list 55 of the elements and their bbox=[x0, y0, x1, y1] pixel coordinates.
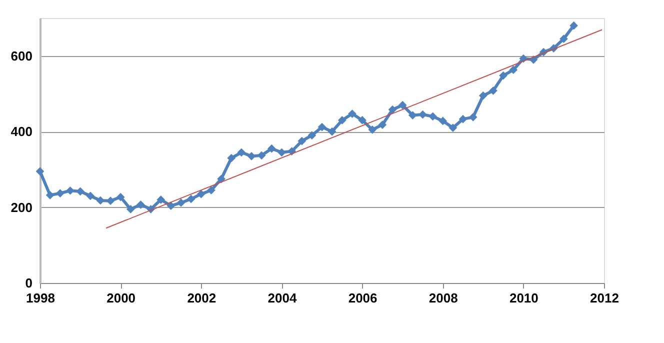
point bbox=[278, 148, 286, 157]
point bbox=[86, 192, 95, 200]
point bbox=[46, 190, 54, 200]
point bbox=[499, 71, 508, 80]
point bbox=[227, 154, 236, 162]
point bbox=[156, 196, 166, 204]
point bbox=[448, 124, 458, 132]
point bbox=[207, 186, 216, 194]
x-tick-label: 2000 bbox=[106, 290, 136, 306]
point bbox=[338, 116, 346, 124]
x-tick-label: 2002 bbox=[187, 290, 216, 306]
point bbox=[418, 110, 427, 119]
point bbox=[560, 34, 568, 44]
point bbox=[217, 174, 226, 184]
point bbox=[358, 116, 366, 124]
point bbox=[36, 167, 44, 176]
x-tick-label: 2010 bbox=[509, 290, 538, 306]
point bbox=[478, 91, 488, 100]
point bbox=[378, 120, 387, 129]
point bbox=[196, 190, 206, 198]
point bbox=[237, 148, 246, 157]
y-tick-label: 0 bbox=[25, 276, 32, 290]
x-tick-label: 2008 bbox=[428, 290, 458, 306]
y-tick-label: 200 bbox=[10, 200, 32, 215]
x-tick-label: 1998 bbox=[26, 290, 55, 306]
point bbox=[186, 194, 196, 204]
point bbox=[509, 66, 518, 74]
point bbox=[458, 114, 468, 124]
point bbox=[468, 113, 478, 122]
point bbox=[348, 110, 356, 118]
point bbox=[56, 189, 64, 198]
point bbox=[126, 204, 135, 214]
x-tick-label: 2012 bbox=[590, 290, 619, 306]
point bbox=[166, 202, 176, 210]
point bbox=[570, 21, 578, 30]
y-tick-label: 400 bbox=[10, 124, 32, 140]
y-tick-label: 600 bbox=[10, 48, 32, 64]
point bbox=[66, 186, 74, 195]
point bbox=[328, 127, 336, 136]
point bbox=[318, 122, 326, 132]
point bbox=[116, 192, 125, 202]
point bbox=[489, 86, 498, 95]
point bbox=[308, 131, 316, 140]
point bbox=[298, 136, 306, 146]
point bbox=[398, 100, 407, 110]
x-tick-label: 2004 bbox=[268, 290, 298, 306]
point bbox=[388, 105, 397, 114]
x-tick-label: 2006 bbox=[348, 290, 378, 306]
point bbox=[428, 112, 437, 121]
point bbox=[368, 125, 377, 134]
point bbox=[176, 198, 186, 207]
point bbox=[267, 144, 276, 153]
point bbox=[136, 200, 145, 209]
point bbox=[438, 116, 448, 126]
point bbox=[76, 187, 84, 196]
